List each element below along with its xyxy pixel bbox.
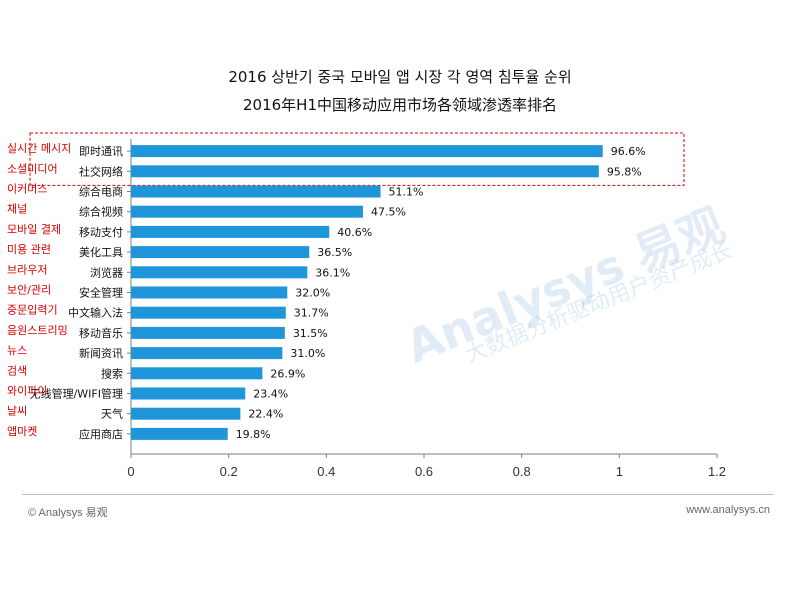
- bar: [131, 367, 263, 380]
- value-label: 23.4%: [253, 388, 288, 401]
- x-tick-label: 0.2: [220, 464, 238, 479]
- bar: [131, 407, 241, 420]
- korean-category-label: 날씨: [7, 405, 27, 418]
- value-label: 51.1%: [389, 186, 424, 199]
- bar: [131, 326, 285, 339]
- korean-category-label: 검색: [7, 364, 27, 377]
- value-label: 32.0%: [295, 287, 330, 300]
- value-label: 31.0%: [290, 347, 325, 360]
- category-label: 综合电商: [79, 185, 123, 199]
- x-tick-label: 0.8: [513, 464, 531, 479]
- chart-title-korean: 2016 상반기 중국 모바일 앱 시장 각 영역 침투율 순위: [228, 68, 572, 86]
- bar: [131, 145, 603, 158]
- bar: [131, 266, 308, 279]
- chart-title-chinese: 2016年H1中国移动应用市场各领域渗透率排名: [243, 96, 557, 114]
- value-label: 40.6%: [337, 226, 372, 239]
- category-label: 天气: [101, 407, 123, 421]
- category-label: 无线管理/WIFI管理: [30, 387, 123, 401]
- korean-category-label: 채널: [7, 203, 27, 216]
- category-label: 移动支付: [79, 226, 123, 239]
- category-label: 综合视频: [79, 205, 123, 219]
- footer-copyright: © Analysys 易观: [28, 507, 108, 519]
- category-label: 中文输入法: [68, 306, 123, 320]
- bar: [131, 347, 283, 360]
- value-label: 26.9%: [270, 367, 305, 380]
- korean-category-label: 앱마켓: [7, 425, 37, 438]
- korean-category-label: 모바일 결제: [7, 222, 61, 236]
- footer-url: www.analysys.cn: [686, 504, 770, 516]
- x-tick-label: 1: [616, 464, 623, 479]
- bar: [131, 165, 599, 178]
- value-label: 31.7%: [294, 307, 329, 320]
- category-label: 应用商店: [79, 427, 123, 441]
- value-label: 47.5%: [371, 206, 406, 219]
- value-label: 31.5%: [293, 327, 328, 340]
- korean-category-label: 브라우저: [7, 263, 47, 276]
- korean-category-label: 소셜미디어: [7, 162, 58, 175]
- value-label: 95.8%: [607, 165, 642, 178]
- bar: [131, 427, 228, 440]
- value-label: 22.4%: [248, 408, 283, 421]
- highlight-box: [29, 132, 685, 186]
- bar: [131, 286, 288, 299]
- category-label: 搜索: [101, 366, 123, 380]
- value-label: 36.5%: [317, 246, 352, 259]
- category-label: 浏览器: [90, 265, 123, 279]
- korean-category-label: 이커머스: [7, 183, 47, 196]
- value-label: 19.8%: [236, 428, 271, 441]
- x-tick-label: 0.4: [317, 464, 335, 479]
- korean-category-label: 음원스트리밍: [7, 324, 68, 337]
- bar: [131, 185, 381, 198]
- korean-category-label: 와이파이: [7, 385, 47, 398]
- category-label: 社交网络: [79, 164, 123, 178]
- category-label: 新闻资讯: [79, 346, 123, 360]
- bar: [131, 225, 330, 238]
- footer-divider: [22, 494, 774, 495]
- category-label: 安全管理: [79, 286, 123, 300]
- korean-category-label: 보안/관리: [7, 284, 51, 297]
- bar: [131, 205, 363, 218]
- korean-category-label: 뉴스: [7, 344, 27, 357]
- x-tick-label: 0: [127, 464, 134, 479]
- bar: [131, 246, 310, 259]
- category-label: 美化工具: [79, 245, 123, 259]
- bar: [131, 306, 286, 319]
- korean-category-label: 중문입력기: [7, 304, 58, 317]
- value-label: 36.1%: [315, 266, 350, 279]
- bar: [131, 387, 246, 400]
- x-tick-label: 0.6: [415, 464, 433, 479]
- category-label: 即时通讯: [79, 145, 123, 158]
- x-tick-label: 1.2: [708, 464, 726, 479]
- korean-category-label: 미용 관련: [7, 243, 51, 256]
- value-label: 96.6%: [611, 145, 646, 158]
- korean-category-label: 실시간 메시지: [7, 142, 71, 155]
- category-label: 移动音乐: [79, 326, 123, 340]
